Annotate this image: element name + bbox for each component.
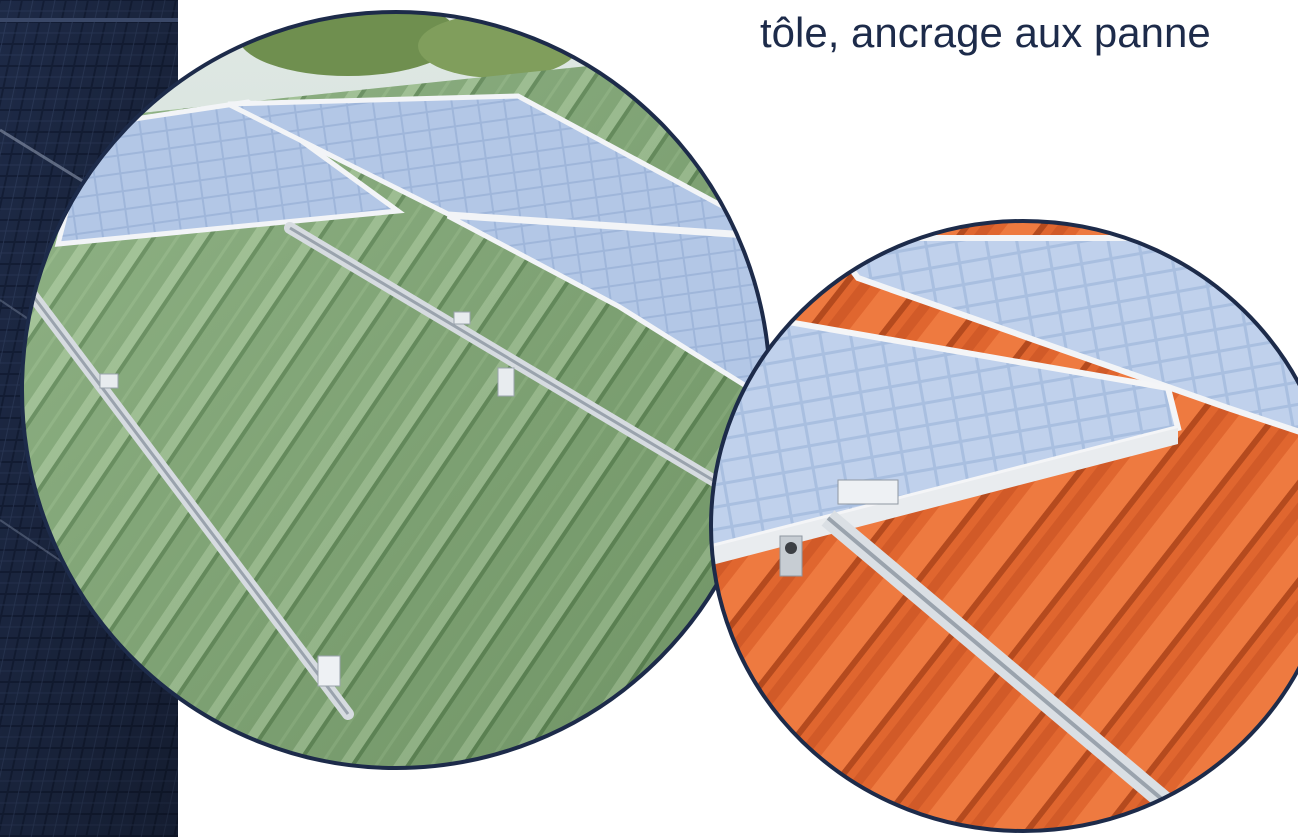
steel-roof-photo (18, 6, 778, 770)
steel-roof-mounting-graphic (20, 10, 772, 770)
tile-roof-photo (708, 218, 1298, 837)
section-heading: tôle, ancrage aux panne (760, 9, 1211, 56)
tile-roof-mounting-graphic (709, 219, 1298, 833)
